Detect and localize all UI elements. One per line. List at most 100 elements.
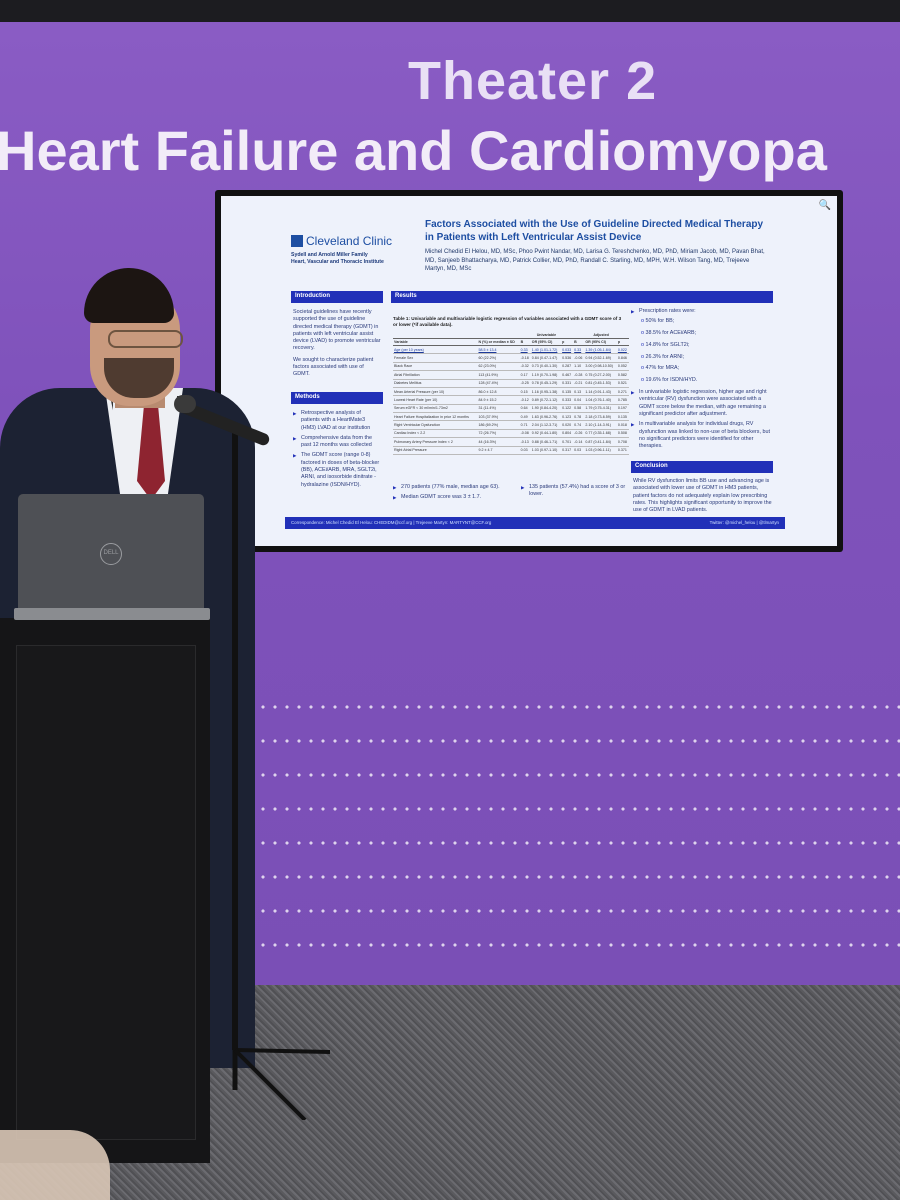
table-row: Pulmonary Artery Pressure Index < 2 44 (1…: [393, 437, 629, 447]
table-cell: Atrial Fibrillation: [393, 370, 478, 380]
cleveland-clinic-logo: Cleveland Clinic Sydell and Arnold Mille…: [291, 232, 406, 272]
table-cell: 1.40 (1.01-1.72): [530, 345, 562, 355]
table-cell: 128 (47.4%): [477, 379, 520, 388]
results-heading: Results: [391, 291, 773, 303]
results-bullets-right: 135 patients (57.4%) had a score of 3 or…: [521, 484, 629, 502]
poster-screen: 🔍 Cleveland Clinic Sydell and Arnold Mil…: [221, 196, 837, 546]
table-cell: 0.708: [616, 437, 629, 447]
table-cell: -0.26: [573, 429, 585, 439]
table-row: Female Sex 60 (22.2%) -0.18 0.84 (0.47-1.47…: [393, 353, 629, 363]
table-cell: Heart Failure Hospitalization in prior 1…: [393, 412, 478, 422]
zoom-icon[interactable]: 🔍: [818, 200, 831, 211]
tripod-base: [232, 1040, 331, 1120]
col-header: B: [519, 338, 531, 346]
table-cell: 0.87 (0.41-1.84): [584, 437, 617, 447]
rate-item: 19.6% for ISDN/HYD.: [641, 377, 777, 384]
table-cell: 2.04 (1.12-3.71): [530, 420, 562, 430]
table-cell: 1.03 (0.97-1.10): [530, 446, 562, 455]
table-cell: 0.71: [519, 420, 531, 430]
table-cell: 0.77 (0.35-1.68): [584, 429, 617, 439]
table-cell: Female Sex: [393, 353, 478, 363]
table-cell: 0.04: [573, 395, 585, 405]
table-cell: 9.2 ± 4.7: [477, 446, 520, 455]
table-cell: 86.0 ± 12.8: [477, 387, 520, 397]
regression-table: Univariable Adjusted Variable N (%) or m…: [393, 332, 629, 455]
table-cell: 84.9 ± 15.2: [477, 395, 520, 405]
table-cell: 44 (16.3%): [477, 437, 520, 447]
table-row: Cardiac Index < 2.2 72 (26.7%) -0.08 0.92 (…: [393, 429, 629, 439]
table-cell: 1.16 (0.95-1.38): [530, 387, 562, 397]
correspondence-text: Correspondence: Michel Chedid El Helou: …: [291, 520, 492, 525]
results-bullet: Median GDMT score was 3 ± 1.7.: [393, 494, 503, 502]
table-row: Serum eGFR < 30 ml/min/1.73m2 31 (11.4%) 0…: [393, 404, 629, 414]
rate-item: 14.8% for SGLT2i;: [641, 342, 777, 349]
table-cell: -0.25: [519, 379, 531, 388]
table-row: Atrial Fibrillation 113 (41.9%) 0.17 1.19 (…: [393, 370, 629, 380]
table-cell: 0.135: [616, 412, 629, 422]
table-cell: 103 (37.9%): [477, 412, 520, 422]
methods-heading: Methods: [291, 392, 383, 404]
table-cell: 0.197: [616, 404, 629, 414]
table-cell: 1.63 (0.96-2.76): [530, 412, 562, 422]
table-cell: Serum eGFR < 30 ml/min/1.73m2: [393, 404, 478, 414]
prescription-intro: Prescription rates were:: [631, 308, 777, 316]
table-cell: 0.15: [519, 387, 531, 397]
table-cell: 0.58: [573, 404, 585, 414]
table-cell: 1.04 (0.76-1.40): [584, 395, 617, 405]
logo-name: Cleveland Clinic: [306, 233, 393, 248]
table-cell: 113 (41.9%): [477, 370, 520, 380]
logo-subtitle-2: Heart, Vascular and Thoracic Institute: [291, 259, 384, 265]
table-cell: Right Ventricular Dysfunction: [393, 420, 478, 430]
table-cell: 0.846: [616, 353, 629, 363]
table-cell: 0.582: [616, 370, 629, 380]
glasses: [108, 330, 183, 348]
table-cell: 31 (11.4%): [477, 404, 520, 414]
table-cell: -0.32: [519, 362, 531, 372]
table-cell: 2.10 (1.14-3.91): [584, 420, 617, 430]
table-cell: -0.12: [519, 395, 531, 405]
poster-title-line-2: in Patients with Left Ventricular Assist…: [425, 232, 642, 243]
table-row: Right Ventricular Dysfunction 186 (69.2%)…: [393, 420, 629, 430]
microphone-icon: [174, 395, 196, 413]
table-cell: 0.78 (0.45-1.29): [530, 379, 562, 388]
table-cell: 0.64: [519, 404, 531, 414]
methods-item: Retrospective analysis of patients with …: [293, 410, 381, 432]
table-cell: 0.13: [573, 387, 585, 397]
finding-item: In univariable logistic regression, high…: [631, 389, 777, 418]
table-cell: 0.521: [616, 379, 629, 388]
table-cell: 186 (69.2%): [477, 420, 520, 430]
audience-foot: [0, 1130, 110, 1200]
table-cell: 0.701: [561, 437, 574, 447]
table-cell: 3.00 (0.98-10.50): [584, 362, 617, 372]
poster-title: Factors Associated with the Use of Guide…: [425, 218, 805, 244]
methods-list: Retrospective analysis of patients with …: [293, 410, 381, 492]
table-group-header: Univariable Adjusted: [393, 332, 629, 339]
col-header: B: [573, 338, 585, 346]
col-header: N (%) or median ± SD: [477, 338, 520, 346]
table-cell: 0.74: [573, 420, 585, 430]
table-cell: 1.19 (0.70-1.98): [530, 370, 562, 380]
display-monitor: 🔍 Cleveland Clinic Sydell and Arnold Mil…: [215, 190, 843, 552]
hair: [84, 268, 174, 323]
table-cell: 0.17: [519, 370, 531, 380]
table-header-row: Variable N (%) or median ± SD B OR (95% …: [393, 338, 629, 346]
table-row: Lowest Heart Rate (per 10) 84.9 ± 15.2 -0.…: [393, 395, 629, 405]
logo-subtitle-1: Sydell and Arnold Miller Family: [291, 252, 368, 258]
table-cell: 0.317: [561, 446, 574, 455]
table-cell: -0.18: [519, 353, 531, 363]
table-cell: Mean Arterial Pressure (per 10): [393, 387, 478, 397]
table-cell: 0.371: [616, 446, 629, 455]
table-cell: 0.022: [616, 345, 629, 355]
introduction-paragraph-1: Societal guidelines have recently suppor…: [293, 309, 381, 352]
col-header: p: [561, 338, 574, 346]
group-univariable: Univariable: [519, 332, 574, 339]
table-cell: 1.90 (0.84-4.20): [530, 404, 562, 414]
conclusion-heading: Conclusion: [631, 461, 773, 473]
introduction-heading: Introduction: [291, 291, 383, 303]
table-cell: 2.18 (0.73-6.59): [584, 412, 617, 422]
table-row: Black Race 62 (23.0%) -0.32 0.73 (0.40-1.30…: [393, 362, 629, 372]
table-row: Diabetes Mellitus 128 (47.4%) -0.25 0.78 (0…: [393, 379, 629, 388]
col-header: OR (95% CI): [530, 338, 562, 346]
table-cell: 0.287: [561, 362, 574, 372]
table-cell: 0.92 (0.44-1.80): [530, 429, 562, 439]
